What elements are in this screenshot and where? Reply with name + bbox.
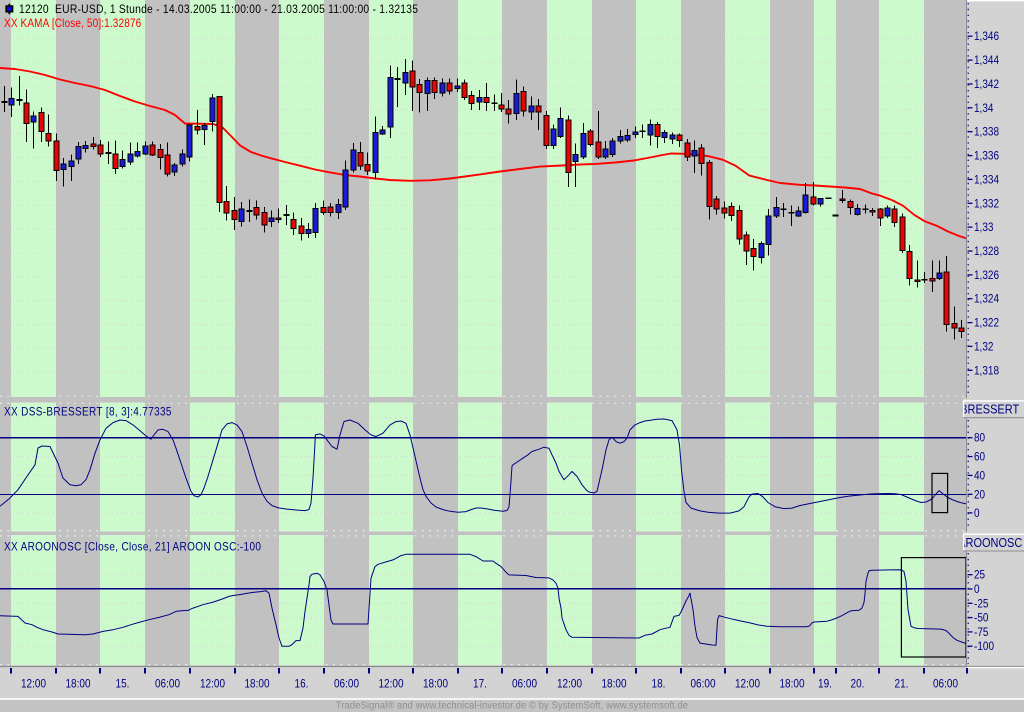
svg-text:40: 40 — [974, 470, 985, 483]
svg-text:1,346: 1,346 — [974, 31, 999, 44]
svg-text:-50: -50 — [974, 612, 988, 625]
svg-text:06:00: 06:00 — [512, 678, 537, 691]
svg-text:-75: -75 — [974, 626, 988, 639]
svg-text:BRESSERT: BRESSERT — [960, 402, 1020, 417]
svg-text:17.: 17. — [473, 678, 487, 691]
svg-text:25: 25 — [974, 569, 985, 582]
svg-text:1,32: 1,32 — [974, 341, 993, 354]
svg-text:18.: 18. — [652, 678, 666, 691]
svg-text:XX DSS-BRESSERT [8, 3]:4.77335: XX DSS-BRESSERT [8, 3]:4.77335 — [4, 406, 172, 419]
svg-text:XX KAMA [Close, 50]:1.32876: XX KAMA [Close, 50]:1.32876 — [4, 17, 141, 30]
svg-text:18:00: 18:00 — [244, 678, 269, 691]
svg-text:18:00: 18:00 — [779, 678, 804, 691]
svg-text:06:00: 06:00 — [334, 678, 359, 691]
svg-text:1,334: 1,334 — [974, 174, 999, 187]
svg-text:18:00: 18:00 — [423, 678, 448, 691]
svg-text:18:00: 18:00 — [65, 678, 90, 691]
svg-text:12:00: 12:00 — [21, 678, 46, 691]
svg-text:0: 0 — [974, 507, 980, 520]
svg-text:1,324: 1,324 — [974, 293, 999, 306]
svg-text:AROONOSC: AROONOSC — [958, 535, 1022, 550]
svg-text:12120 EUR-USD, 1 Stunde - 14.: 12120 EUR-USD, 1 Stunde - 14.03.2005 11:… — [19, 3, 418, 16]
svg-text:06:00: 06:00 — [690, 678, 715, 691]
svg-text:80: 80 — [974, 432, 985, 445]
svg-text:12:00: 12:00 — [200, 678, 225, 691]
svg-text:0: 0 — [974, 583, 980, 596]
svg-text:06:00: 06:00 — [155, 678, 180, 691]
svg-text:12:00: 12:00 — [557, 678, 582, 691]
svg-text:XX AROONOSC [Close, Close, 21]: XX AROONOSC [Close, Close, 21] AROON OSC… — [4, 541, 261, 554]
svg-text:12:00: 12:00 — [378, 678, 403, 691]
svg-text:1,326: 1,326 — [974, 269, 999, 282]
svg-text:1,332: 1,332 — [974, 198, 999, 211]
svg-text:12:00: 12:00 — [735, 678, 760, 691]
svg-text:1,338: 1,338 — [974, 126, 999, 139]
svg-text:1,342: 1,342 — [974, 78, 999, 91]
svg-text:19.: 19. — [818, 678, 832, 691]
svg-text:20.: 20. — [851, 678, 865, 691]
svg-text:1,322: 1,322 — [974, 317, 999, 330]
svg-text:16.: 16. — [295, 678, 309, 691]
svg-text:-100: -100 — [974, 641, 994, 654]
svg-text:1,328: 1,328 — [974, 245, 999, 258]
svg-text:1,318: 1,318 — [974, 365, 999, 378]
svg-text:1,33: 1,33 — [974, 221, 993, 234]
svg-text:18:00: 18:00 — [601, 678, 626, 691]
svg-text:06:00: 06:00 — [933, 678, 958, 691]
svg-text:1,34: 1,34 — [974, 102, 993, 115]
svg-text:TradeSignal® and www.technical: TradeSignal® and www.technical-investor.… — [336, 700, 689, 712]
svg-text:20: 20 — [974, 489, 985, 502]
svg-text:15.: 15. — [116, 678, 130, 691]
svg-text:1,344: 1,344 — [974, 54, 999, 67]
svg-text:60: 60 — [974, 451, 985, 464]
svg-text:-25: -25 — [974, 598, 988, 611]
svg-text:1,336: 1,336 — [974, 150, 999, 163]
svg-text:21.: 21. — [895, 678, 909, 691]
